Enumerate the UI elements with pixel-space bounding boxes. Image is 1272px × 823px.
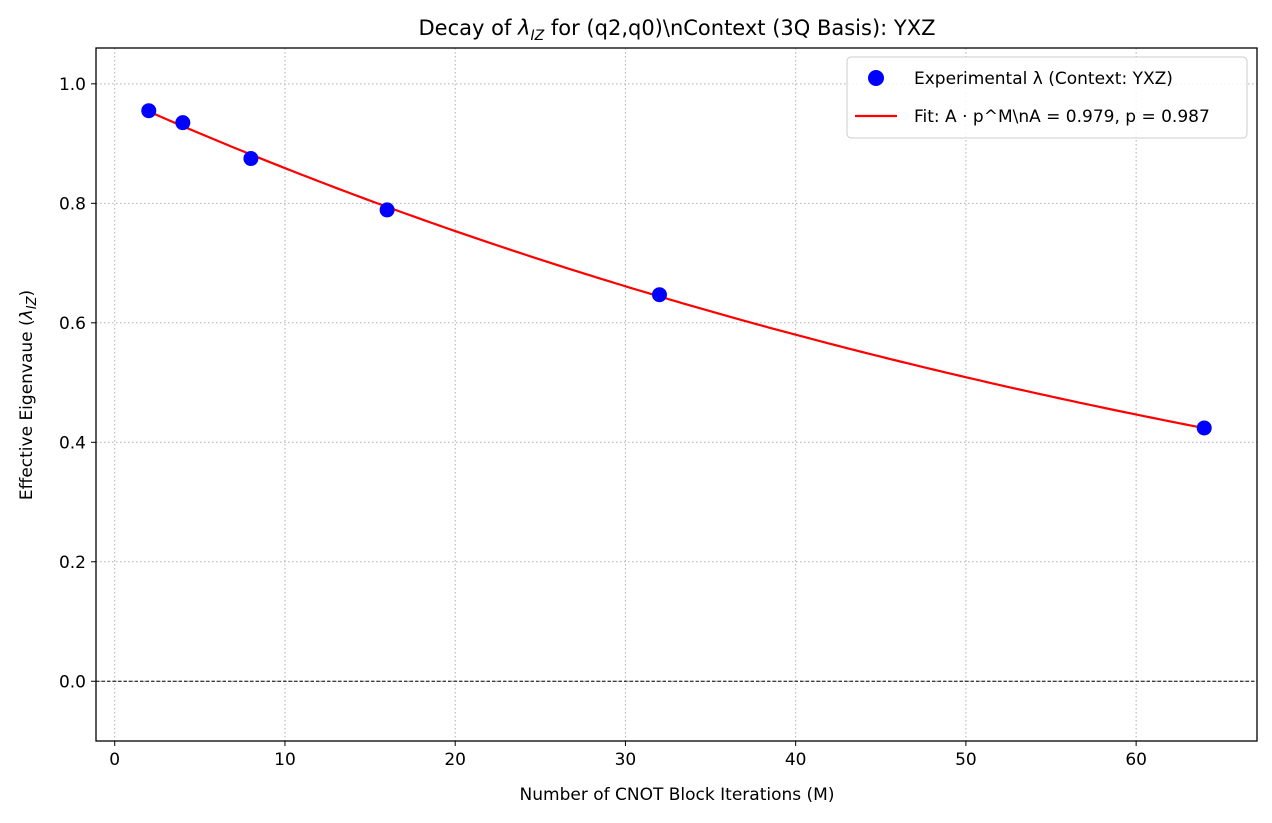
x-tick-label: 40 [785,750,807,770]
legend-scatter-marker [868,70,884,86]
data-point [651,287,667,303]
y-tick-label: 0.2 [59,553,86,573]
x-tick-label: 50 [955,750,977,770]
x-tick-label: 0 [109,750,120,770]
y-label-lambda: λ [17,309,37,320]
legend-box [846,56,1248,139]
y-axis: 0.0 0.2 0.4 0.6 0.8 1.0 [59,75,96,692]
data-point [175,115,191,131]
title-prefix: Decay of [419,16,519,40]
y-label-close: ) [17,290,37,297]
title-lambda-subscript: IZ [530,28,544,44]
y-label-text: Effective Eigenvaue ( [17,319,37,500]
title-suffix: for (q2,q0)\nContext (3Q Basis): YXZ [544,16,935,40]
y-label-lambda-subscript: IZ [25,295,40,309]
data-point [1196,420,1212,436]
plot-area-frame [95,47,1258,742]
x-tick-label: 30 [615,750,637,770]
x-tick-label: 60 [1125,750,1147,770]
x-axis: 0 10 20 30 40 50 60 [109,741,1147,770]
experimental-series [141,103,1212,436]
x-axis-label: Number of CNOT Block Iterations (M) [520,785,835,805]
legend-entry-experimental: Experimental λ (Context: YXZ) [914,69,1173,89]
fit-curve [148,110,1205,430]
y-tick-label: 0.0 [59,672,86,692]
x-tick-label: 10 [274,750,296,770]
y-tick-label: 0.8 [59,194,86,214]
y-tick-label: 1.0 [59,75,86,95]
data-point [243,151,259,167]
chart-title: Decay of λIZ for (q2,q0)\nContext (3Q Ba… [419,16,936,44]
title-lambda: λ [517,16,530,40]
y-tick-label: 0.6 [59,314,86,334]
y-tick-label: 0.4 [59,433,86,453]
data-point [141,103,157,119]
legend-entry-fit: Fit: A · p^M\nA = 0.979, p = 0.987 [914,107,1210,127]
y-axis-label: Effective Eigenvaue (λIZ) [17,290,40,500]
legend: Experimental λ (Context: YXZ) Fit: A · p… [846,56,1248,139]
data-point [379,202,395,218]
fit-series [148,110,1205,430]
x-tick-label: 20 [444,750,466,770]
